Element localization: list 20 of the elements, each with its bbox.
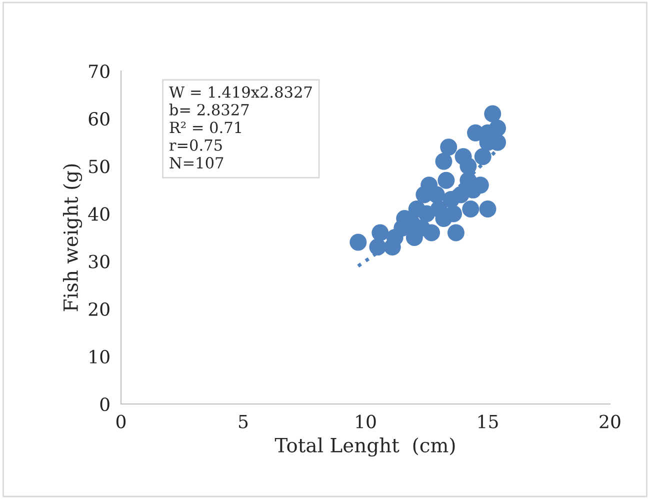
y-tick-label: 50 (89, 160, 110, 174)
y-tick-label: 70 (89, 64, 110, 78)
annotation: W = 1.419x2.8327 (168, 86, 312, 98)
x-tick-label: 15 (478, 414, 498, 428)
annotation: N=107 (170, 157, 224, 169)
y-tick-label: 30 (88, 254, 110, 268)
x-tick-label: 10 (356, 414, 376, 428)
annotation: R² = 0.71 (170, 122, 241, 134)
y-tick-label: 10 (90, 350, 110, 364)
y-axis-title: Fish weight (g) (62, 164, 82, 312)
y-tick-label: 40 (88, 207, 110, 221)
y-tick-label: 20 (88, 302, 110, 316)
y-tick-label: 60 (88, 112, 110, 126)
annotation: b= 2.8327 (169, 104, 249, 116)
y-tick-label: 0 (100, 397, 110, 412)
x-axis-title: Total Lenght (cm) (274, 437, 455, 457)
x-tick-label: 20 (600, 414, 620, 428)
annotation: r=0.75 (169, 139, 222, 151)
x-tick-label: 0 (116, 414, 126, 428)
x-tick-label: 5 (239, 414, 248, 428)
